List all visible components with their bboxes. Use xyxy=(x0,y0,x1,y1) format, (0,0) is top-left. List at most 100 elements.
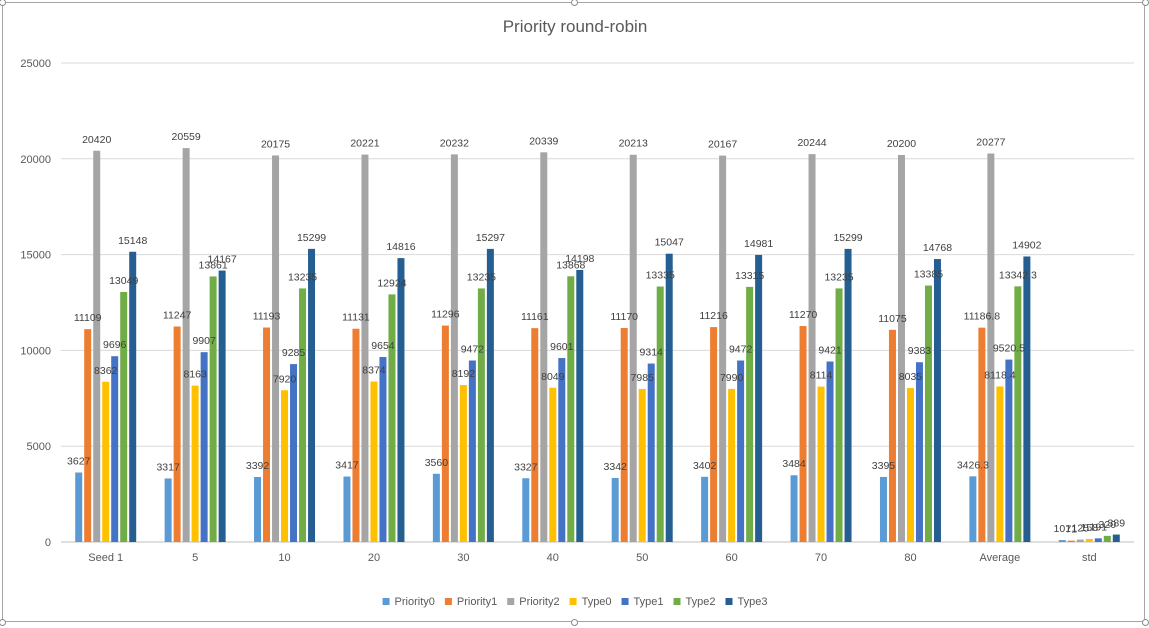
data-label: 12924 xyxy=(377,277,406,289)
bar-priority1[interactable] xyxy=(620,327,628,542)
bar-type0[interactable] xyxy=(459,385,467,542)
resize-handle-bottom-left[interactable] xyxy=(0,619,6,626)
resize-handle-top-left[interactable] xyxy=(0,0,6,6)
bar-type2[interactable] xyxy=(299,288,307,542)
bar-priority0[interactable] xyxy=(969,476,977,542)
bar-priority2[interactable] xyxy=(1076,539,1084,542)
bar-type1[interactable] xyxy=(379,357,387,542)
bar-type2[interactable] xyxy=(835,288,843,542)
bar-priority2[interactable] xyxy=(719,155,727,542)
bar-type2[interactable] xyxy=(746,286,754,542)
bar-type2[interactable] xyxy=(477,288,485,542)
bar-type1[interactable] xyxy=(647,363,655,542)
bar-type2[interactable] xyxy=(1103,535,1111,542)
bar-type1[interactable] xyxy=(1005,359,1013,542)
bar-type0[interactable] xyxy=(906,388,914,542)
bar-type2[interactable] xyxy=(1014,286,1022,542)
bar-type3[interactable] xyxy=(576,269,584,542)
bar-type2[interactable] xyxy=(924,285,932,542)
bar-priority1[interactable] xyxy=(888,329,896,542)
bar-priority2[interactable] xyxy=(540,152,548,543)
bar-type1[interactable] xyxy=(111,356,119,542)
bar-type2[interactable] xyxy=(388,294,396,542)
bar-type1[interactable] xyxy=(468,360,476,542)
bar-priority2[interactable] xyxy=(450,154,458,543)
bar-priority1[interactable] xyxy=(173,326,181,542)
bar-priority2[interactable] xyxy=(272,155,280,542)
bar-type0[interactable] xyxy=(549,387,557,542)
bar-priority0[interactable] xyxy=(879,476,887,542)
data-label: 15299 xyxy=(833,232,862,244)
resize-handle-top-center[interactable] xyxy=(571,0,578,6)
bar-type3[interactable] xyxy=(933,259,941,542)
bar-priority0[interactable] xyxy=(432,473,440,542)
bar-priority2[interactable] xyxy=(93,150,101,542)
bar-priority0[interactable] xyxy=(522,478,530,542)
data-label: 15297 xyxy=(476,232,505,244)
bar-priority2[interactable] xyxy=(897,154,905,542)
bar-priority2[interactable] xyxy=(182,148,190,543)
resize-handle-bottom-center[interactable] xyxy=(571,619,578,626)
bar-type0[interactable] xyxy=(996,386,1004,542)
bar-type0[interactable] xyxy=(281,390,289,542)
data-label: 320 xyxy=(1099,519,1117,531)
bar-type3[interactable] xyxy=(129,251,137,542)
bar-type0[interactable] xyxy=(1085,538,1093,542)
bar-type0[interactable] xyxy=(638,389,646,542)
bar-type3[interactable] xyxy=(397,258,405,542)
bar-type3[interactable] xyxy=(665,253,673,543)
legend-label-type2: Type2 xyxy=(686,596,716,608)
bar-priority0[interactable] xyxy=(611,477,619,542)
bar-type0[interactable] xyxy=(728,388,736,542)
bar-type0[interactable] xyxy=(102,381,110,542)
bar-type1[interactable] xyxy=(826,361,834,542)
bar-type0[interactable] xyxy=(191,385,199,542)
bar-type3[interactable] xyxy=(218,270,226,542)
bar-priority0[interactable] xyxy=(1058,540,1066,542)
bar-priority1[interactable] xyxy=(978,327,986,542)
resize-handle-top-right[interactable] xyxy=(1142,0,1149,6)
bar-type1[interactable] xyxy=(558,358,566,542)
bar-priority0[interactable] xyxy=(343,476,351,542)
bar-type1[interactable] xyxy=(915,362,923,542)
bar-type2[interactable] xyxy=(120,291,128,542)
resize-handle-bottom-right[interactable] xyxy=(1142,619,1149,626)
bar-type3[interactable] xyxy=(1023,256,1031,542)
bar-priority1[interactable] xyxy=(710,327,718,542)
bar-type3[interactable] xyxy=(486,248,494,542)
bar-type1[interactable] xyxy=(1094,538,1102,542)
bar-priority1[interactable] xyxy=(531,328,539,542)
bar-type1[interactable] xyxy=(200,352,208,542)
bar-type2[interactable] xyxy=(567,276,575,542)
bar-type1[interactable] xyxy=(737,360,745,542)
bar-priority1[interactable] xyxy=(1067,540,1075,542)
bar-type2[interactable] xyxy=(209,276,217,542)
bar-type0[interactable] xyxy=(817,386,825,542)
bar-type3[interactable] xyxy=(308,248,316,542)
bar-priority0[interactable] xyxy=(164,478,172,542)
bar-type3[interactable] xyxy=(755,254,763,542)
data-label: 3395 xyxy=(872,460,896,472)
data-label: 20420 xyxy=(82,134,111,146)
bar-priority2[interactable] xyxy=(987,153,995,542)
bar-type1[interactable] xyxy=(290,364,298,542)
bar-priority2[interactable] xyxy=(361,154,369,542)
bar-type3[interactable] xyxy=(844,248,852,542)
bar-priority0[interactable] xyxy=(254,477,262,542)
bar-priority0[interactable] xyxy=(75,472,83,542)
data-label: 8118.4 xyxy=(984,369,1015,381)
bar-priority1[interactable] xyxy=(352,328,360,542)
bar-priority2[interactable] xyxy=(629,154,637,542)
bar-type0[interactable] xyxy=(370,381,378,542)
bar-priority1[interactable] xyxy=(263,327,271,542)
bar-priority0[interactable] xyxy=(701,476,709,542)
bar-type3[interactable] xyxy=(1112,534,1120,542)
bar-priority1[interactable] xyxy=(84,329,92,542)
bar-type2[interactable] xyxy=(656,286,664,542)
bar-priority2[interactable] xyxy=(808,154,816,543)
bar-priority0[interactable] xyxy=(790,475,798,542)
bar-priority1[interactable] xyxy=(441,325,449,542)
data-label: 20277 xyxy=(976,136,1005,148)
bar-priority1[interactable] xyxy=(799,326,807,542)
